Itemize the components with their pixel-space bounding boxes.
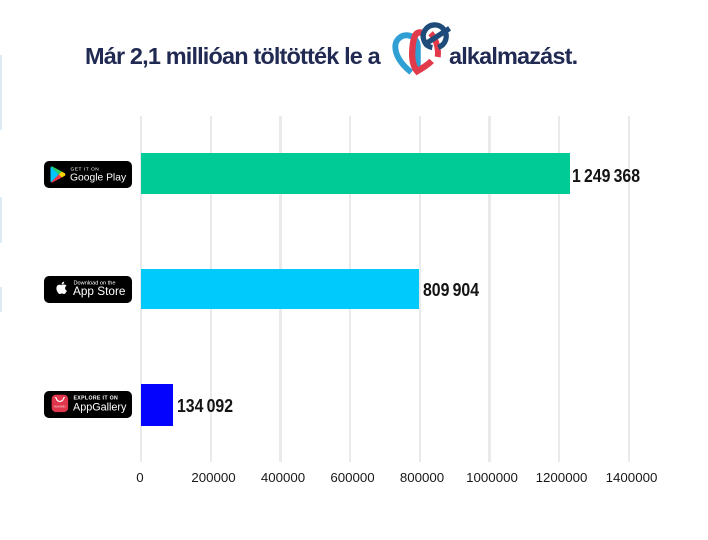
svg-text:HUAWEI: HUAWEI [54, 405, 66, 409]
svg-text:GET IT ON: GET IT ON [71, 166, 100, 172]
svg-text:EXPLORE IT ON: EXPLORE IT ON [74, 396, 119, 402]
svg-text:Download on the: Download on the [74, 281, 116, 287]
svg-text:Google Play: Google Play [70, 173, 127, 184]
svg-text:App Store: App Store [73, 284, 126, 298]
svg-text:AppGallery: AppGallery [73, 402, 127, 414]
